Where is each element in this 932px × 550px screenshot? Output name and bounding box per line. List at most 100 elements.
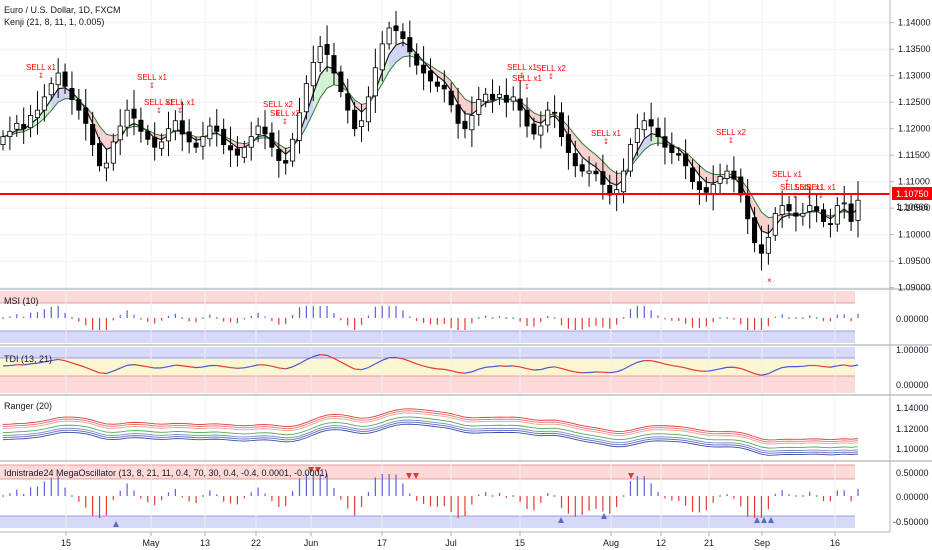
- candle[interactable]: [765, 224, 771, 265]
- candle[interactable]: [296, 97, 303, 154]
- candle[interactable]: [517, 79, 523, 128]
- candle[interactable]: [841, 185, 847, 219]
- candle[interactable]: [241, 140, 247, 164]
- candle[interactable]: [248, 121, 254, 161]
- candle[interactable]: [28, 104, 34, 138]
- tdi-label[interactable]: TDI (13, 21): [4, 354, 52, 364]
- candle[interactable]: [0, 130, 6, 151]
- candle[interactable]: [772, 207, 778, 241]
- candle[interactable]: [586, 156, 592, 187]
- candle[interactable]: [145, 124, 151, 146]
- candle[interactable]: [689, 159, 696, 190]
- candle[interactable]: [696, 164, 702, 205]
- candle[interactable]: [393, 11, 399, 45]
- candle[interactable]: [179, 101, 185, 152]
- candle[interactable]: [76, 88, 82, 120]
- indicator-legend-kenji[interactable]: Kenji (21, 8, 11, 1, 0.005): [4, 17, 104, 27]
- candle[interactable]: [124, 99, 130, 137]
- candle[interactable]: [214, 109, 220, 147]
- candle[interactable]: [558, 102, 565, 147]
- candle[interactable]: [90, 111, 96, 157]
- candle[interactable]: [352, 101, 358, 137]
- mega-oscillator-label[interactable]: Idnistrade24 MegaOscillator (13, 8, 21, …: [4, 468, 328, 478]
- candle[interactable]: [365, 86, 371, 132]
- candle[interactable]: [221, 118, 227, 155]
- candle[interactable]: [627, 138, 633, 177]
- candle[interactable]: [200, 121, 206, 160]
- candle[interactable]: [255, 117, 261, 143]
- candle[interactable]: [496, 85, 502, 106]
- candle[interactable]: [421, 46, 427, 91]
- candle[interactable]: [545, 101, 551, 133]
- candle[interactable]: [462, 110, 468, 139]
- candle[interactable]: [752, 207, 758, 253]
- candlesticks[interactable]: [0, 11, 861, 271]
- candle[interactable]: [62, 63, 68, 94]
- candle[interactable]: [262, 110, 268, 150]
- candle[interactable]: [34, 91, 41, 135]
- candle[interactable]: [117, 109, 123, 156]
- candle[interactable]: [820, 203, 827, 228]
- candle[interactable]: [434, 75, 440, 93]
- candle[interactable]: [345, 78, 351, 124]
- candle[interactable]: [83, 88, 89, 141]
- candle[interactable]: [621, 158, 627, 204]
- candle[interactable]: [14, 114, 20, 137]
- msi-label[interactable]: MSI (10): [4, 296, 39, 306]
- ranger-label[interactable]: Ranger (20): [4, 401, 52, 411]
- candle[interactable]: [448, 82, 454, 113]
- candle[interactable]: [565, 115, 571, 170]
- candle[interactable]: [676, 147, 682, 161]
- candle[interactable]: [55, 58, 61, 99]
- candle[interactable]: [855, 181, 861, 238]
- candle[interactable]: [662, 117, 668, 165]
- candle[interactable]: [290, 132, 296, 167]
- candle[interactable]: [276, 130, 282, 178]
- candle[interactable]: [7, 116, 13, 151]
- candle[interactable]: [648, 102, 654, 142]
- candle[interactable]: [414, 43, 420, 75]
- candle[interactable]: [510, 86, 516, 111]
- candle[interactable]: [193, 136, 199, 153]
- candle[interactable]: [503, 78, 509, 118]
- candle[interactable]: [724, 164, 730, 185]
- candle[interactable]: [469, 96, 475, 147]
- candle[interactable]: [159, 133, 165, 156]
- candle[interactable]: [48, 77, 54, 101]
- candle[interactable]: [103, 148, 109, 182]
- price-axis[interactable]: 1.14000 1.13500 1.13000 1.12500 1.12000 1.115…: [890, 18, 931, 293]
- candle[interactable]: [407, 20, 413, 68]
- candle[interactable]: [310, 45, 316, 102]
- candle[interactable]: [359, 103, 365, 142]
- candle[interactable]: [400, 23, 406, 47]
- candle[interactable]: [317, 35, 323, 72]
- candle[interactable]: [703, 176, 709, 202]
- candle[interactable]: [386, 21, 392, 50]
- candle[interactable]: [172, 110, 178, 141]
- candle[interactable]: [745, 179, 751, 235]
- candle[interactable]: [552, 95, 558, 129]
- candle[interactable]: [372, 48, 378, 114]
- candle[interactable]: [717, 163, 723, 195]
- candle[interactable]: [21, 107, 27, 144]
- candle[interactable]: [41, 84, 47, 122]
- candle[interactable]: [228, 126, 234, 168]
- candle[interactable]: [779, 190, 785, 228]
- candle[interactable]: [269, 122, 275, 157]
- candle[interactable]: [110, 133, 116, 171]
- candle[interactable]: [324, 25, 330, 72]
- candle[interactable]: [593, 162, 599, 182]
- candle[interactable]: [827, 208, 833, 238]
- candle[interactable]: [483, 87, 489, 108]
- candle[interactable]: [786, 196, 792, 219]
- candle[interactable]: [427, 58, 434, 93]
- candle[interactable]: [331, 42, 337, 85]
- candle[interactable]: [538, 111, 544, 149]
- date-axis[interactable]: 15 May 13 22 Jun 17 Jul 15 Aug 12 21 Sep 16: [61, 532, 840, 548]
- candle[interactable]: [814, 193, 820, 223]
- candle[interactable]: [669, 132, 675, 164]
- candle[interactable]: [476, 86, 482, 126]
- candle[interactable]: [634, 113, 640, 156]
- candle[interactable]: [152, 122, 158, 161]
